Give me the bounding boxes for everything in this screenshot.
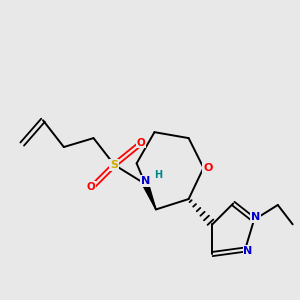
Text: S: S [110,160,118,170]
Text: N: N [141,176,150,186]
Text: N: N [244,246,253,256]
Text: H: H [154,170,162,180]
Text: O: O [86,182,95,192]
Polygon shape [143,183,156,209]
Text: N: N [251,212,260,222]
Text: O: O [137,138,146,148]
Text: O: O [203,163,213,173]
